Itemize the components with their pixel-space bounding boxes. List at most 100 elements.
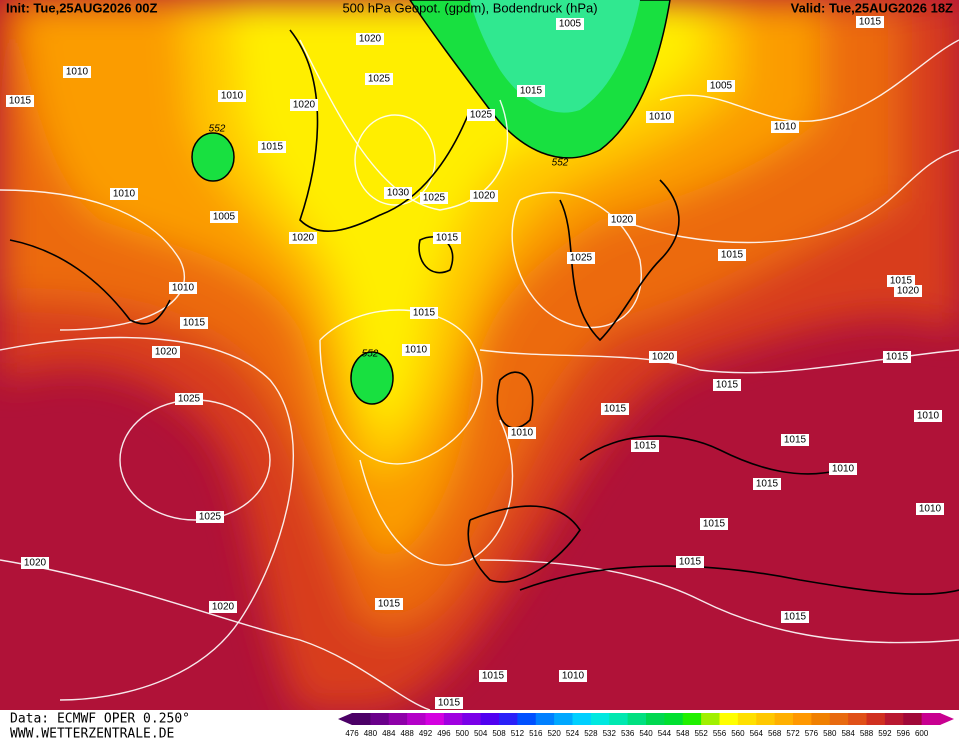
isobar-label: 1015 (784, 435, 807, 446)
isobar-label: 1015 (436, 233, 459, 244)
isobar-label: 1020 (293, 100, 316, 111)
scale-label: 484 (382, 729, 396, 738)
scale-label: 492 (419, 729, 433, 738)
scale-label: 500 (456, 729, 470, 738)
scale-label: 564 (750, 729, 764, 738)
isobar-label-box (718, 249, 746, 261)
isobar-label: 1010 (917, 411, 940, 422)
scale-swatch (407, 713, 426, 725)
scale-label: 548 (676, 729, 690, 738)
isobar-label-box (601, 403, 629, 415)
isobar-label: 1010 (172, 283, 195, 294)
site-url: WWW.WETTERZENTRALE.DE (10, 727, 174, 741)
scale-swatch (903, 713, 923, 725)
coastline (579, 435, 841, 475)
scale-label: 496 (437, 729, 451, 738)
isobar-label-box (700, 518, 728, 530)
isobar-label: 1010 (66, 67, 89, 78)
isobar-label-box (258, 141, 286, 153)
scale-swatch (370, 713, 390, 725)
isobar-line (659, 39, 959, 122)
isobar-label: 1025 (570, 253, 593, 264)
low-548-north (470, 0, 640, 113)
isobar-label: 1020 (473, 191, 496, 202)
isobar-label: 1015 (703, 519, 726, 530)
scale-label: 488 (400, 729, 414, 738)
isobar-label: 1015 (886, 352, 909, 363)
isobar-label: 1020 (24, 558, 47, 569)
low-552-atlantic (350, 351, 394, 405)
isobar-label: 1020 (611, 215, 634, 226)
isobar-label: 1015 (378, 599, 401, 610)
map-title: 500 hPa Geopot. (gpdm), Bodendruck (hPa) (342, 0, 597, 15)
scale-swatch (682, 713, 702, 725)
isobar-line (0, 336, 294, 701)
isobar-label: 1015 (604, 404, 627, 415)
isobar-label: 1010 (221, 91, 244, 102)
scale-label: 568 (768, 729, 782, 738)
isobar-label-box (365, 73, 393, 85)
isobar-label-box (152, 346, 180, 358)
scale-label: 516 (529, 729, 543, 738)
isobar-label-box (196, 511, 224, 523)
isobar-label-box (887, 275, 915, 287)
isobar-label: 1015 (413, 308, 436, 319)
scale-label: 576 (805, 729, 819, 738)
isobar-label-box (567, 252, 595, 264)
isobar-label: 1010 (919, 504, 942, 515)
scale-swatch (388, 713, 408, 725)
isobar-label: 1010 (832, 464, 855, 475)
scale-label: 552 (694, 729, 708, 738)
map-labels: 1015 1020 1005 1010 1015 1010 1025 1020 1015 1025… (6, 16, 944, 709)
coastline (519, 565, 959, 595)
isobar-label: 1020 (652, 352, 675, 363)
isobar-label-box (290, 99, 318, 111)
isobar-label: 1025 (368, 74, 391, 85)
isobar-line (359, 419, 514, 566)
scale-swatch (462, 713, 482, 725)
isobar-label-box (559, 670, 587, 682)
isobar-label: 1015 (859, 17, 882, 28)
isobar-label-box (410, 307, 438, 319)
coastline (496, 371, 534, 429)
isobar-label: 1015 (520, 86, 543, 97)
isobar-label-box (556, 18, 584, 30)
isobar-label-box (435, 697, 463, 709)
isobar-label: 1025 (178, 394, 201, 405)
scale-label: 520 (547, 729, 561, 738)
scale-arrow-right (940, 713, 954, 725)
scale-label: 572 (786, 729, 800, 738)
isobar-label: 1020 (155, 347, 178, 358)
isobar-label-box (508, 427, 536, 439)
isobar-label: 1015 (438, 698, 461, 709)
isobar-line (479, 349, 959, 374)
scale-swatch (443, 713, 463, 725)
isobar-label-box (649, 351, 677, 363)
isobar-line (319, 309, 483, 465)
scale-label: 584 (841, 729, 855, 738)
scale-label: 504 (474, 729, 488, 738)
init-time: Init: Tue,25AUG2026 00Z (6, 0, 158, 15)
isobar-label-box (646, 111, 674, 123)
isobar-label-box (914, 410, 942, 422)
isobar-label: 1005 (710, 81, 733, 92)
coastline (467, 505, 581, 583)
isobar-label-box (894, 285, 922, 297)
scale-arrow-left (338, 713, 352, 725)
isobar-label-box (753, 478, 781, 490)
isobar-label-box (608, 214, 636, 226)
isobar-label: 1015 (482, 671, 505, 682)
isobar-label: 1020 (292, 233, 315, 244)
isobar-line (619, 149, 959, 244)
isobar-label-box (771, 121, 799, 133)
isobar-label: 1015 (679, 557, 702, 568)
isobar-label-box (375, 598, 403, 610)
scale-swatch (811, 713, 831, 725)
isobar-label-box (209, 601, 237, 613)
isobar-label-box (384, 187, 412, 199)
isobar-label: 1015 (890, 276, 913, 287)
isobar-line (354, 114, 436, 206)
scale-label: 528 (584, 729, 598, 738)
